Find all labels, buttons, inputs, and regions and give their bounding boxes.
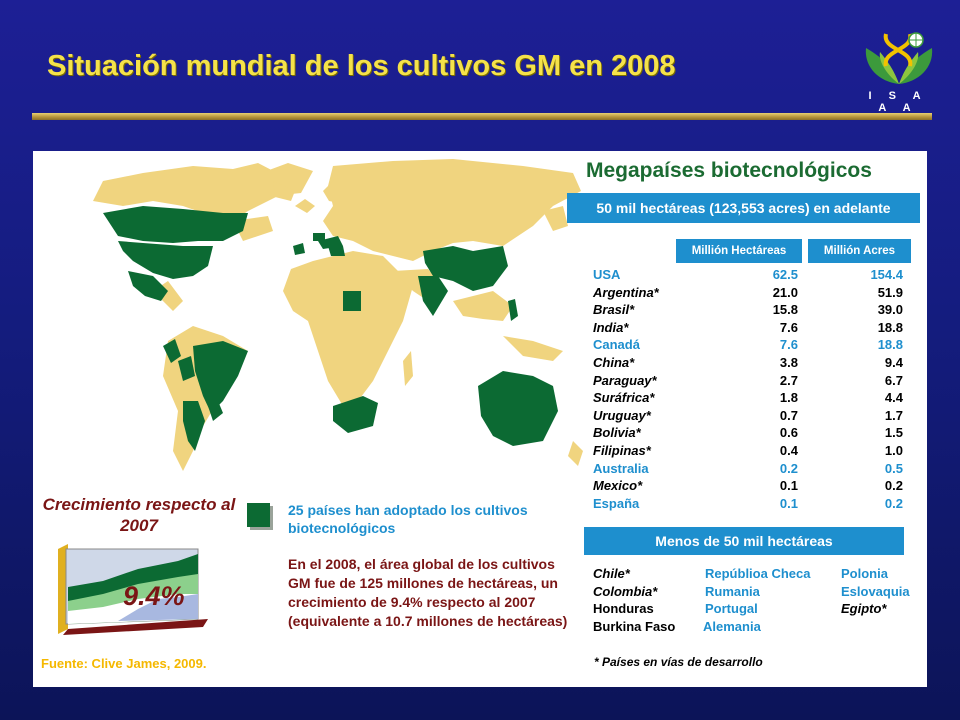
cell-hectares: 1.8 [779,390,798,406]
less-country: Repúblioa Checa [705,566,811,581]
less-country: Polonia [841,566,888,581]
cell-hectares: 0.1 [779,478,798,494]
mega-table-row: Argentina* 21.0 51.9 [593,285,923,303]
cell-acres: 0.2 [884,495,903,511]
cell-country: Brasil* [593,302,635,318]
less-country: Eslovaquia [841,583,910,599]
logo-text: I S A A A [868,90,928,114]
mega-title: Megapaíses biotecnológicos [586,159,872,182]
cell-hectares: 0.2 [779,460,798,476]
less-col-3: Polonia Eslovaquia Egipto* [841,566,927,619]
cell-country: España [593,495,640,511]
mega-table: USA 62.5 154.4 Argentina* 21.0 51.9 Brasil* 15.… [593,267,923,513]
cell-acres: 0.5 [884,460,903,476]
less-col-1: Chile* Colombia* Honduras Burkina Faso [593,566,703,636]
growth-value: 9.4% [123,581,185,611]
less-country: Portugal [705,601,758,617]
cell-hectares: 7.6 [779,319,798,335]
cell-acres: 0.2 [884,478,903,494]
cell-hectares: 21.0 [772,284,798,300]
less-col-2: Repúblioa Checa Rumania Portugal Alemani… [703,566,845,636]
growth-title: Crecimiento respecto al 2007 [42,495,236,535]
mega-table-row: Australia 0.2 0.5 [593,461,923,479]
world-map [93,159,583,471]
legend-swatch [247,503,270,527]
growth-chart-graphic [58,544,208,635]
footnote: * Países en vías de desarrollo [594,655,763,669]
mega-subtitle: 50 mil hectáreas (123,553 acres) en adel… [567,193,920,223]
cell-country: Argentina* [593,284,659,300]
cell-country: Mexico* [593,478,643,494]
isaaa-logo-icon [865,32,933,84]
mega-table-row: Bolivia* 0.6 1.5 [593,425,923,443]
cell-acres: 1.5 [884,425,903,441]
cell-acres: 1.0 [884,442,903,458]
cell-hectares: 3.8 [779,354,798,370]
mega-table-row: Filipinas* 0.4 1.0 [593,443,923,461]
source-text: Fuente: Clive James, 2009. [41,656,207,671]
cell-country: Filipinas* [593,442,651,458]
cell-hectares: 2.7 [779,372,798,388]
cell-hectares: 0.1 [779,495,798,511]
content-panel: Megapaíses biotecnológicos 50 mil hectár… [33,151,927,687]
col-header-acres: Millión Acres [808,239,911,263]
mega-table-row: Canadá 7.6 18.8 [593,337,923,355]
cell-hectares: 0.4 [779,442,798,458]
title-underline [32,113,932,120]
less-country: Colombia* [593,583,658,599]
cell-country: Paraguay* [593,372,657,388]
less-country: Honduras [593,601,654,617]
legend-text: 25 países han adoptado los cultivos biot… [288,502,528,536]
cell-country: Bolivia* [593,425,641,441]
mega-table-row: España 0.1 0.2 [593,496,923,514]
less-country: Egipto* [841,601,887,617]
cell-acres: 18.8 [877,319,903,335]
mega-table-row: Uruguay* 0.7 1.7 [593,408,923,426]
mega-table-row: Mexico* 0.1 0.2 [593,478,923,496]
less-country: Alemania [703,618,761,634]
less-subtitle: Menos de 50 mil hectáreas [584,527,904,555]
map-gm-countries [103,206,558,451]
col-header-hectares: Millión Hectáreas [676,239,802,263]
cell-hectares: 0.7 [779,407,798,423]
cell-country: Canadá [593,337,640,353]
cell-acres: 154.4 [870,267,903,282]
cell-acres: 9.4 [884,354,903,370]
cell-hectares: 62.5 [772,267,798,282]
cell-acres: 18.8 [877,337,903,353]
mega-table-row: USA 62.5 154.4 [593,267,923,285]
cell-hectares: 15.8 [772,302,798,318]
page-title: Situación mundial de los cultivos GM en … [47,50,676,82]
note-text: En el 2008, el área global de los cultiv… [288,556,568,629]
mega-table-row: Suráfrica* 1.8 4.4 [593,390,923,408]
mega-table-row: China* 3.8 9.4 [593,355,923,373]
less-country: Chile* [593,566,630,581]
mega-table-row: Paraguay* 2.7 6.7 [593,373,923,391]
less-country: Burkina Faso [593,618,676,634]
cell-acres: 51.9 [877,284,903,300]
cell-acres: 6.7 [884,372,903,388]
cell-country: Suráfrica* [593,390,655,406]
cell-country: India* [593,319,629,335]
mega-table-row: Brasil* 15.8 39.0 [593,302,923,320]
cell-acres: 1.7 [884,407,903,423]
cell-country: USA [593,267,621,282]
cell-country: Uruguay* [593,407,651,423]
cell-hectares: 7.6 [779,337,798,353]
cell-acres: 4.4 [884,390,903,406]
cell-hectares: 0.6 [779,425,798,441]
cell-country: China* [593,354,635,370]
mega-table-row: India* 7.6 18.8 [593,320,923,338]
cell-acres: 39.0 [877,302,903,318]
less-country: Rumania [705,583,760,599]
cell-country: Australia [593,460,649,476]
